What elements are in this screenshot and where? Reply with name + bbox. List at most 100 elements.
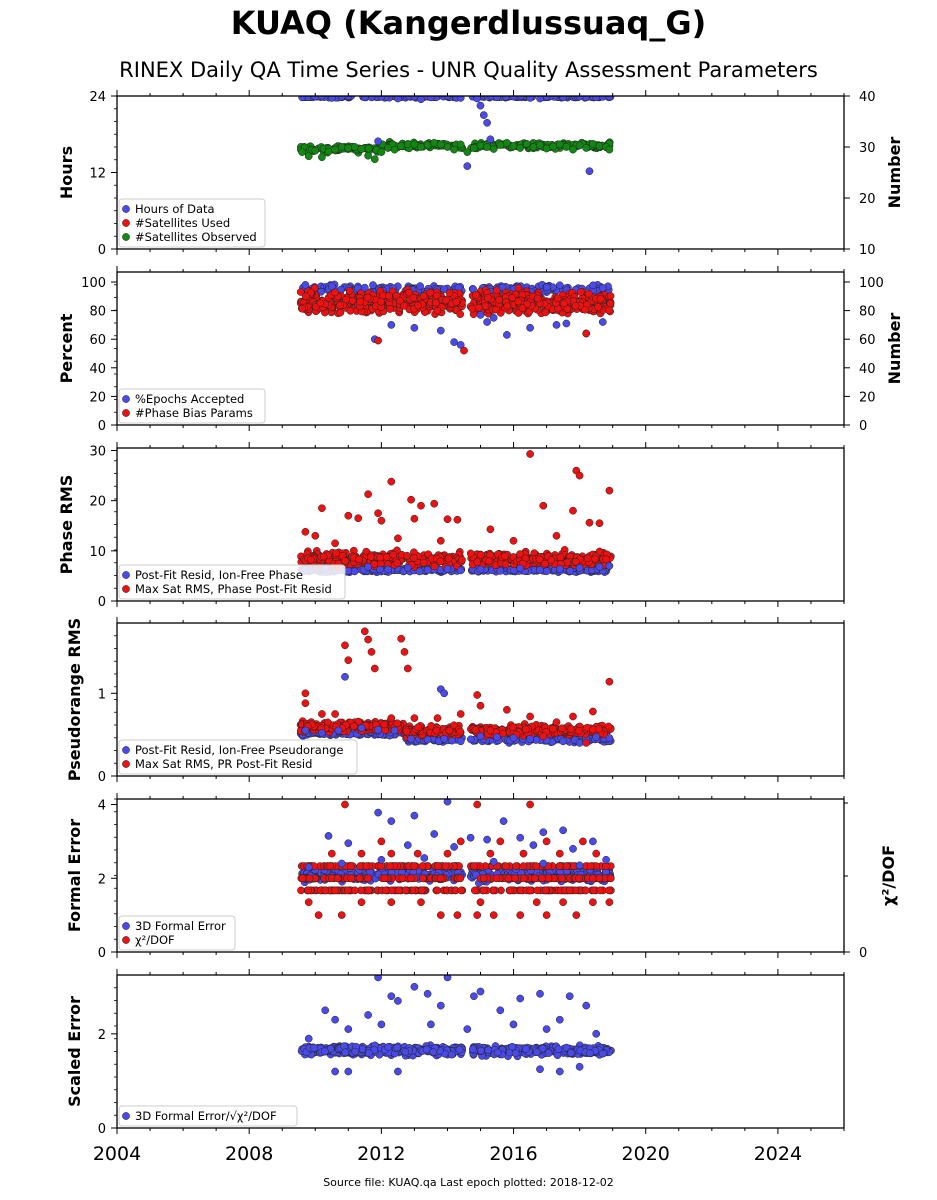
legend-marker	[122, 746, 130, 754]
series-2-point	[559, 898, 567, 907]
series-3-point	[483, 143, 491, 151]
series-3-point	[549, 142, 558, 151]
phase-bias-point	[346, 306, 355, 315]
max-sat-rms-point	[355, 555, 363, 564]
series-1-point	[605, 562, 614, 570]
chi2-point	[343, 886, 352, 895]
series-2-point	[605, 486, 614, 495]
series-3-point	[450, 145, 458, 154]
y2-tick-label: 100	[859, 276, 884, 291]
y-tick-label: 0	[98, 595, 106, 610]
series-1-point	[304, 863, 313, 872]
max-pr-rms-point	[393, 719, 402, 728]
y-tick-label: 12	[89, 167, 106, 182]
phase-bias-point	[581, 305, 589, 314]
chi2-point	[530, 874, 539, 883]
y-tick-label: 40	[89, 362, 106, 377]
phase-bias-point	[584, 289, 593, 298]
series-2-point	[473, 800, 482, 809]
max-pr-rms-point	[432, 726, 441, 735]
chi2-point	[433, 886, 442, 895]
series-3-point	[555, 140, 564, 149]
chi2-point	[456, 874, 465, 883]
series-3-point	[436, 140, 445, 149]
series-1-point	[526, 323, 534, 332]
series-2-point	[572, 911, 581, 919]
pr-resid-point	[466, 735, 475, 744]
phase-bias-point	[385, 292, 393, 300]
series-1-point	[384, 565, 392, 574]
series-2-point	[575, 471, 584, 480]
series-3-point	[410, 140, 419, 149]
series-1-point	[374, 808, 382, 817]
sat-observed-point	[364, 144, 373, 153]
chi2-point	[470, 862, 478, 870]
series-2-point	[456, 710, 465, 718]
series-2-point	[486, 726, 495, 735]
series-2-point	[486, 525, 495, 534]
series-2-point	[410, 514, 419, 523]
max-sat-rms-point	[602, 555, 611, 564]
series-3-point	[357, 145, 366, 153]
epochs-point	[369, 281, 377, 289]
legend-marker	[122, 760, 130, 768]
chi2-point	[434, 862, 442, 870]
data-points	[296, 627, 615, 747]
chi2-point	[362, 862, 371, 870]
series-3-point	[331, 145, 339, 154]
series-2-point	[337, 911, 346, 919]
series-2-point	[377, 516, 386, 525]
y-tick-label: 2	[98, 872, 106, 887]
chi2-point	[364, 874, 373, 883]
series-2-point	[331, 539, 339, 548]
series-2-point	[301, 699, 310, 708]
series-2-point	[360, 627, 369, 636]
max-pr-rms-point	[450, 721, 458, 730]
series-2-point	[456, 837, 465, 846]
phase-bias-point	[307, 288, 315, 297]
series-2-point	[354, 514, 363, 523]
series-1-point	[423, 735, 432, 744]
phase-bias-point	[296, 288, 305, 296]
series-2-point	[476, 898, 485, 907]
series-2-point	[519, 849, 528, 858]
series-2-point	[387, 714, 396, 722]
max-pr-rms-point	[604, 722, 613, 731]
legend-entry: 3D Formal Error	[135, 919, 226, 933]
y-tick-label: 30	[89, 445, 106, 460]
phase-bias-point	[452, 297, 461, 306]
series-1-point	[575, 739, 584, 747]
max-sat-rms-point	[403, 551, 411, 560]
series-1-point	[456, 96, 465, 102]
phase-bias-point	[576, 288, 585, 296]
y-tick-label: 20	[89, 390, 106, 405]
chi2-point	[386, 862, 394, 870]
max-sat-rms-point	[535, 555, 544, 564]
series-2-point	[569, 712, 577, 721]
series-2-point	[582, 739, 591, 747]
series-2-point	[367, 648, 376, 656]
chi2-point	[401, 886, 410, 895]
max-sat-rms-point	[306, 555, 315, 564]
series-1-point	[357, 724, 366, 732]
series-1-point	[423, 566, 432, 574]
chi2-point	[418, 862, 427, 870]
series-3-point	[344, 144, 353, 152]
series-2-point	[486, 849, 495, 858]
series-1-point	[344, 567, 353, 575]
series-1-point	[403, 564, 412, 572]
series-1-point	[341, 672, 349, 681]
series-2-point	[579, 837, 587, 846]
series-2-point	[331, 710, 339, 718]
series-1-point	[483, 118, 491, 127]
series-1-point	[324, 832, 333, 840]
max-pr-rms-point	[509, 723, 517, 732]
y-tick-label: 24	[89, 90, 106, 105]
series-1-point	[559, 737, 567, 746]
series-1-point	[598, 318, 607, 326]
data-points	[297, 975, 615, 1076]
max-sat-rms-point	[389, 550, 398, 559]
y2-tick-label: 10	[859, 243, 876, 258]
series-1-point	[390, 726, 399, 735]
series-1-point	[529, 841, 538, 849]
